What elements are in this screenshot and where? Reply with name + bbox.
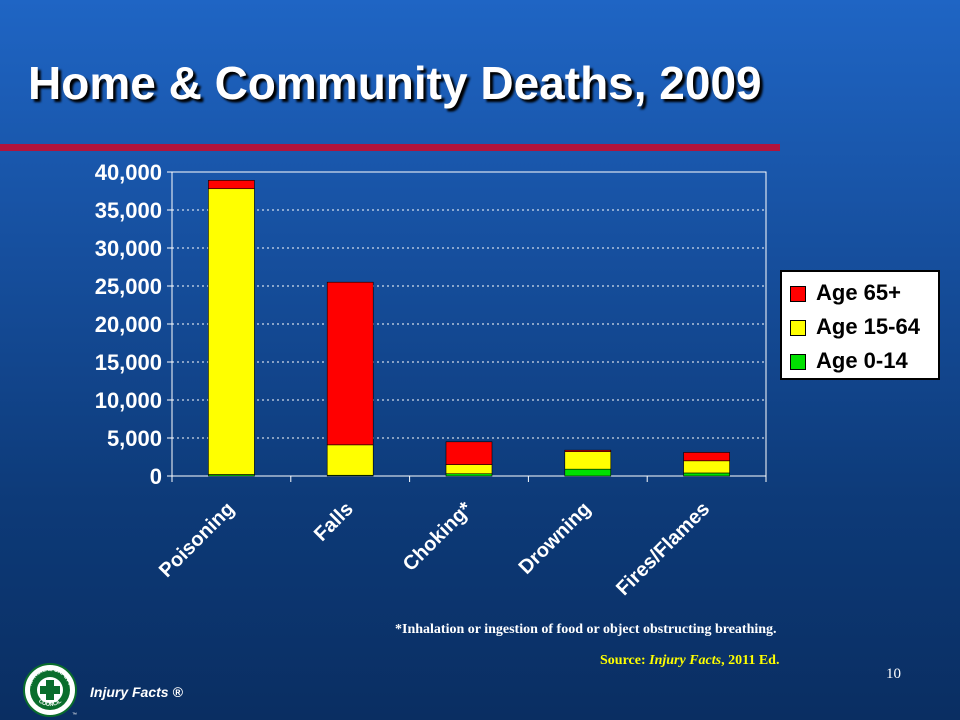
y-tick-label-15000: 15,000	[95, 350, 162, 375]
brand-label: Injury Facts ®	[90, 684, 183, 700]
bar-falls-age-15-64	[326, 444, 374, 476]
svg-text:COUNCIL: COUNCIL	[37, 698, 63, 708]
y-tick-label-10000: 10,000	[95, 388, 162, 413]
y-tick-label-25000: 25,000	[95, 274, 162, 299]
bar-drowning-age-65-	[564, 449, 612, 452]
x-tick-label-poisoning: Poisoning	[155, 498, 239, 582]
x-tick-label-drowning: Drowning	[515, 498, 596, 579]
bar-drowning-age-0-14	[564, 468, 612, 477]
legend-item-age-15-64: Age 15-64	[790, 314, 940, 340]
legend-label-age-0-14: Age 0-14	[816, 348, 908, 373]
source-citation: Source: Injury Facts, 2011 Ed.	[600, 653, 779, 669]
y-tick-label-30000: 30,000	[95, 236, 162, 261]
y-tick-label-35000: 35,000	[95, 198, 162, 223]
y-tick-label-40000: 40,000	[95, 160, 162, 185]
bar-choking--age-15-64	[445, 464, 493, 475]
source-title: Injury Facts	[649, 653, 722, 668]
x-tick-label-choking-: Choking*	[399, 498, 477, 576]
bar-choking--age-65-	[445, 441, 493, 465]
bar-choking--age-0-14	[445, 473, 493, 477]
bar-poisoning-age-15-64	[208, 188, 255, 475]
legend-swatch-age-0-14	[790, 354, 806, 370]
bar-falls-age-65-	[326, 281, 374, 446]
x-tick-label-falls: Falls	[310, 498, 358, 546]
legend-swatch-age-15-64	[790, 320, 806, 336]
y-tick-label-20000: 20,000	[95, 312, 162, 337]
chart-legend: Age 65+ Age 15-64 Age 0-14	[780, 270, 940, 380]
title-underline	[0, 144, 780, 151]
nsc-logo-icon: NATIONAL SAFETY COUNCIL ™	[23, 663, 77, 718]
source-prefix: Source:	[600, 653, 650, 668]
x-tick-label-fires-flames: Fires/Flames	[612, 498, 714, 600]
bar-fires-flames-age-65-	[683, 452, 730, 462]
bar-fires-flames-age-0-14	[683, 472, 730, 477]
legend-swatch-age-65-plus	[790, 286, 806, 302]
y-tick-label-5000: 5,000	[107, 426, 162, 451]
legend-label-age-65-plus: Age 65+	[816, 280, 901, 305]
legend-label-age-15-64: Age 15-64	[816, 314, 920, 339]
svg-text:™: ™	[72, 712, 77, 718]
bar-fires-flames-age-15-64	[683, 460, 730, 474]
page-number: 10	[886, 666, 901, 682]
y-tick-label-0: 0	[150, 464, 162, 489]
legend-item-age-65-plus: Age 65+	[790, 280, 940, 306]
source-suffix: , 2011 Ed.	[721, 653, 780, 668]
legend-item-age-0-14: Age 0-14	[790, 348, 940, 374]
bar-poisoning-age-65-	[208, 180, 255, 190]
slide-title: Home & Community Deaths, 2009	[28, 57, 762, 109]
chart-footnote: *Inhalation or ingestion of food or obje…	[395, 622, 777, 637]
bar-drowning-age-15-64	[564, 451, 612, 470]
